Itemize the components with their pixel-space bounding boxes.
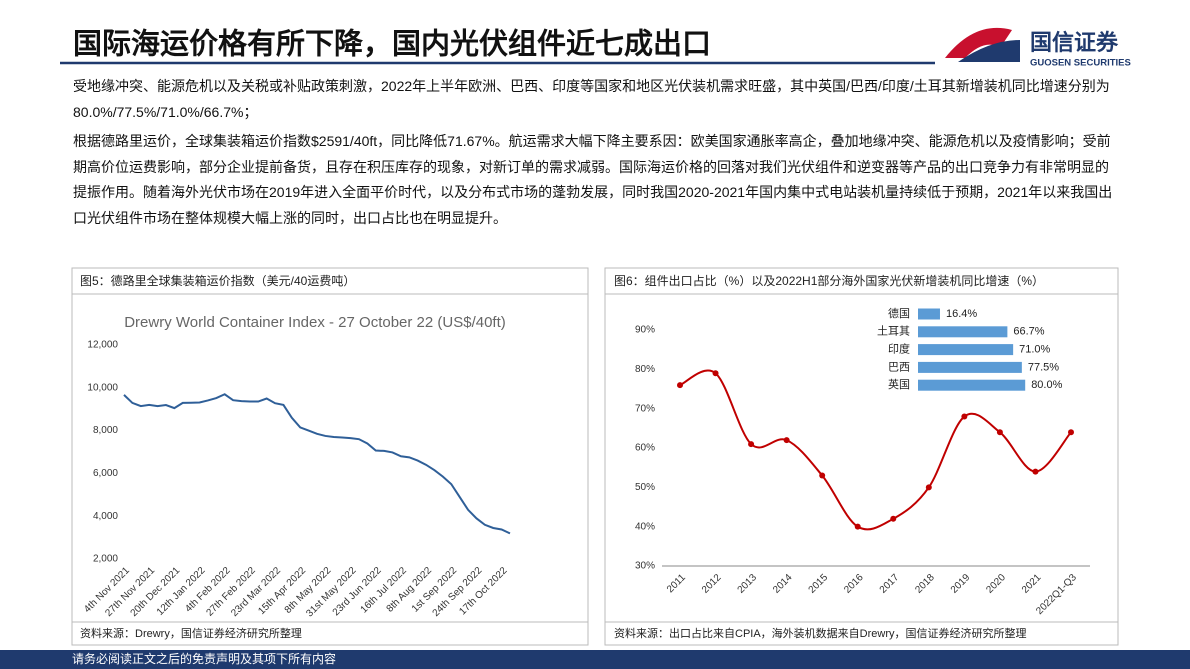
series-line [123, 393, 511, 535]
x-tick-label: 2013 [736, 572, 760, 596]
y-tick-label: 2,000 [93, 554, 118, 565]
x-tick-label: 2015 [807, 572, 831, 596]
point [748, 441, 755, 448]
y-tick-label: 80% [635, 364, 655, 375]
y-category-label: 印度 [888, 342, 910, 356]
x-tick-label: 2017 [878, 572, 902, 596]
point [961, 413, 968, 420]
logo-blue [958, 40, 1020, 62]
point [1032, 468, 1039, 475]
y-tick-label: 50% [635, 482, 655, 493]
bar [918, 308, 940, 320]
bar [918, 361, 1022, 373]
footer-text: 请务必阅读正文之后的免责声明及其项下所有内容 [72, 651, 336, 666]
paragraph: 根据德路里运价，全球集装箱运价指数$2591/40ft，同比降低71.67%。航… [73, 133, 1113, 226]
figure-source: 资料来源：Drewry，国信证券经济研究所整理 [80, 626, 302, 640]
x-tick-label: 2020 [984, 572, 1008, 596]
y-tick-label: 30% [635, 561, 655, 572]
x-tick-label: 2021 [1020, 572, 1044, 596]
x-tick-label: 2011 [665, 572, 688, 595]
series-line [679, 369, 1072, 531]
x-tick-label: 2019 [949, 572, 973, 596]
y-tick-label: 6,000 [93, 468, 118, 479]
chart-title: Drewry World Container Index - 27 Octobe… [124, 314, 506, 331]
point [819, 472, 826, 479]
bar [918, 326, 1008, 338]
point [783, 437, 790, 444]
y-category-label: 英国 [888, 377, 910, 391]
bar [918, 379, 1026, 391]
y-category-label: 土耳其 [877, 325, 910, 338]
data-label: 80.0% [1031, 379, 1062, 391]
data-label: 16.4% [946, 308, 977, 320]
point [712, 370, 719, 377]
logo-text: 国信证券 [1030, 30, 1119, 55]
y-category-label: 德国 [888, 306, 910, 320]
panel-left [71, 267, 589, 646]
logo-red [945, 27, 1012, 58]
y-tick-label: 40% [635, 521, 655, 532]
point [854, 523, 861, 530]
figure-source: 资料来源：出口占比来自CPIA，海外装机数据来自Drewry，国信证券经济研究所… [614, 626, 1027, 640]
panel-right [604, 267, 1119, 646]
y-tick-label: 10,000 [87, 382, 118, 393]
logo-sub: GUOSEN SECURITIES [1030, 58, 1131, 69]
figure-caption: 图6：组件出口占比（%）以及2022H1部分海外国家光伏新增装机同比增速（%） [614, 273, 1044, 288]
paragraph: 受地缘冲突、能源危机以及关税或补贴政策刺激，2022年上半年欧洲、巴西、印度等国… [73, 78, 1110, 120]
data-label: 66.7% [1013, 326, 1044, 338]
y-tick-label: 90% [635, 325, 655, 336]
footer-bar [0, 650, 1190, 669]
bar [918, 344, 1014, 356]
point [1068, 429, 1074, 436]
y-tick-label: 8,000 [93, 425, 118, 436]
y-tick-label: 60% [635, 443, 655, 454]
y-tick-label: 4,000 [93, 511, 118, 522]
y-tick-label: 70% [635, 403, 655, 414]
point [996, 429, 1003, 436]
point [925, 484, 932, 491]
point [677, 382, 683, 389]
y-category-label: 巴西 [888, 361, 910, 373]
data-label: 77.5% [1028, 361, 1059, 373]
point [890, 515, 897, 522]
y-tick-label: 12,000 [87, 340, 118, 351]
x-tick-label: 2012 [700, 572, 724, 596]
x-tick-label: 2014 [771, 572, 795, 596]
data-label: 71.0% [1019, 344, 1050, 356]
x-tick-label: 2018 [913, 572, 937, 596]
slide-title: 国际海运价格有所下降，国内光伏组件近七成出口 [73, 27, 711, 61]
x-tick-label: 2016 [842, 572, 866, 596]
figure-caption: 图5：德路里全球集装箱运价指数（美元/40运费吨） [80, 273, 355, 288]
